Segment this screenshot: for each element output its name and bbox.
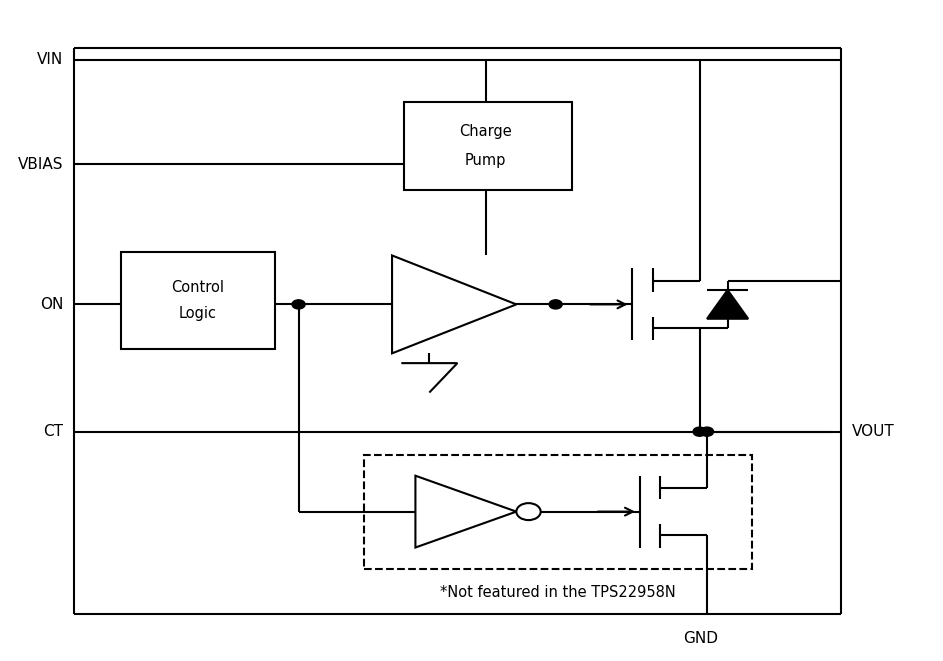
- Text: CT: CT: [43, 424, 63, 439]
- Circle shape: [292, 300, 306, 309]
- Circle shape: [549, 300, 562, 309]
- Text: *Not featured in the TPS22958N: *Not featured in the TPS22958N: [440, 585, 676, 600]
- Text: GND: GND: [683, 631, 718, 646]
- Text: Logic: Logic: [179, 306, 217, 321]
- Text: Charge: Charge: [459, 124, 512, 139]
- Text: Pump: Pump: [465, 153, 506, 168]
- Text: VOUT: VOUT: [852, 424, 895, 439]
- Text: Control: Control: [172, 280, 224, 295]
- Circle shape: [693, 427, 706, 436]
- Polygon shape: [707, 290, 748, 319]
- Bar: [405, 102, 572, 190]
- Circle shape: [701, 427, 714, 436]
- Text: ON: ON: [40, 297, 63, 312]
- Bar: [364, 455, 752, 568]
- Bar: [121, 253, 275, 349]
- Text: VBIAS: VBIAS: [18, 157, 63, 172]
- Text: VIN: VIN: [37, 52, 63, 67]
